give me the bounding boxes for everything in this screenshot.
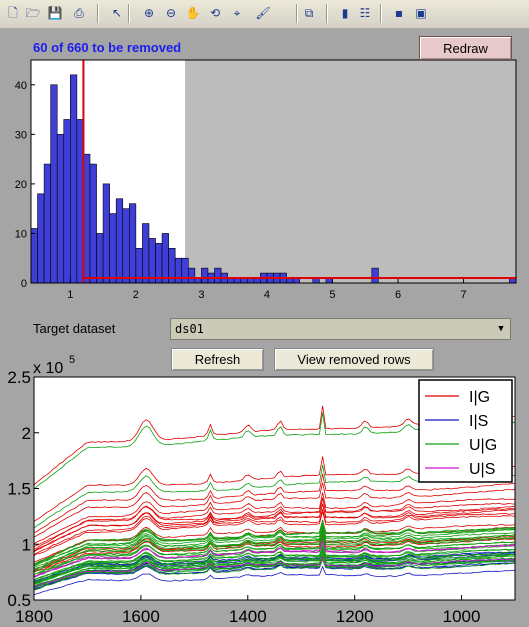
toolbar-separator [326,4,328,23]
histogram-bar [43,163,51,284]
target-dataset-value: ds01 [175,322,204,336]
histogram-chart: 1 2 3 4 5 6 7 0 10 20 30 40 6 [15,59,517,310]
histogram-bar [187,267,196,284]
save-icon[interactable]: 💾 [47,6,63,20]
x-tick-label: 2 [133,289,139,301]
toolbar-separator [128,4,130,23]
data-cursor-icon[interactable]: ⌖ [233,6,241,20]
histogram-bar [129,203,137,284]
x-tick-label: 7 [461,289,467,301]
y-tick-label: 40 [15,80,27,92]
histogram-bar [201,267,209,284]
histogram-bar [102,183,110,284]
toolbar-separator [97,4,99,23]
view-removed-rows-button[interactable]: View removed rows [274,348,434,371]
legend-icon[interactable]: ☷ [359,6,371,20]
y-tick-label: 0 [21,278,27,290]
histogram-bar [371,267,379,284]
y-tick-label: 10 [15,228,27,240]
x-tick-label: 5 [329,289,335,301]
target-dataset-label: Target dataset [33,321,116,336]
toolbar-separator [296,4,298,23]
histogram-bar [142,223,150,284]
histogram-bar [89,163,97,284]
y-tick-label: 20 [15,179,27,191]
x-tick-label: 3 [198,289,204,301]
hide-plot-tools-icon[interactable]: ▪ [394,6,404,20]
histogram-bar [148,238,156,284]
zoom-out-icon[interactable]: ⊖ [165,6,177,20]
histogram-bar [115,198,124,284]
colorbar-icon[interactable]: ▮ [341,6,349,20]
link-plot-icon[interactable]: ⧉ [304,6,314,20]
histogram-bar [181,257,189,284]
histogram-bar [161,233,169,284]
chevron-down-icon[interactable]: ▼ [498,324,504,334]
x-tick-label: 6 [395,289,401,301]
zoom-in-icon[interactable]: ⊕ [143,6,155,20]
x-tick-label: 1 [67,289,73,301]
axis-corner-label: 6 [510,309,515,310]
pointer-icon[interactable]: ↖ [111,6,123,20]
brush-icon[interactable]: 🖌 [255,6,271,20]
redraw-button[interactable]: Redraw [419,36,512,60]
histogram-bar [30,228,38,284]
print-icon[interactable]: ⎙ [74,6,84,20]
pan-hand-icon[interactable]: ✋ [185,6,201,20]
histogram-bar [174,257,183,284]
target-dataset-select[interactable]: ds01 ▼ [170,318,511,340]
x-tick-label: 4 [264,289,270,301]
histogram-bar [63,119,71,284]
histogram-bar [214,267,222,284]
histogram-frame [30,59,517,284]
show-plot-tools-icon[interactable]: ▣ [415,6,427,20]
histogram-bar [50,84,58,284]
histogram-bar [109,213,117,284]
histogram-bar [96,233,104,284]
figure-toolbar: 🗋 🗁 💾 ⎙ ↖ ⊕ ⊖ ✋ ⟲ ⌖ 🖌 ⧉ ▮ ☷ ▪ ▣ [0,0,529,29]
y-tick-label: 30 [15,129,27,141]
toolbar-separator [380,4,382,23]
histogram-bar [70,74,78,284]
histogram-bar [37,193,45,284]
histogram-bar [56,134,65,284]
open-folder-icon[interactable]: 🗁 [25,6,41,20]
refresh-button[interactable]: Refresh [171,348,264,371]
new-file-icon[interactable]: 🗋 [8,6,18,20]
removed-count-label: 60 of 660 to be removed [33,40,182,55]
rotate-3d-icon[interactable]: ⟲ [209,6,221,20]
histogram-bar [122,208,130,284]
